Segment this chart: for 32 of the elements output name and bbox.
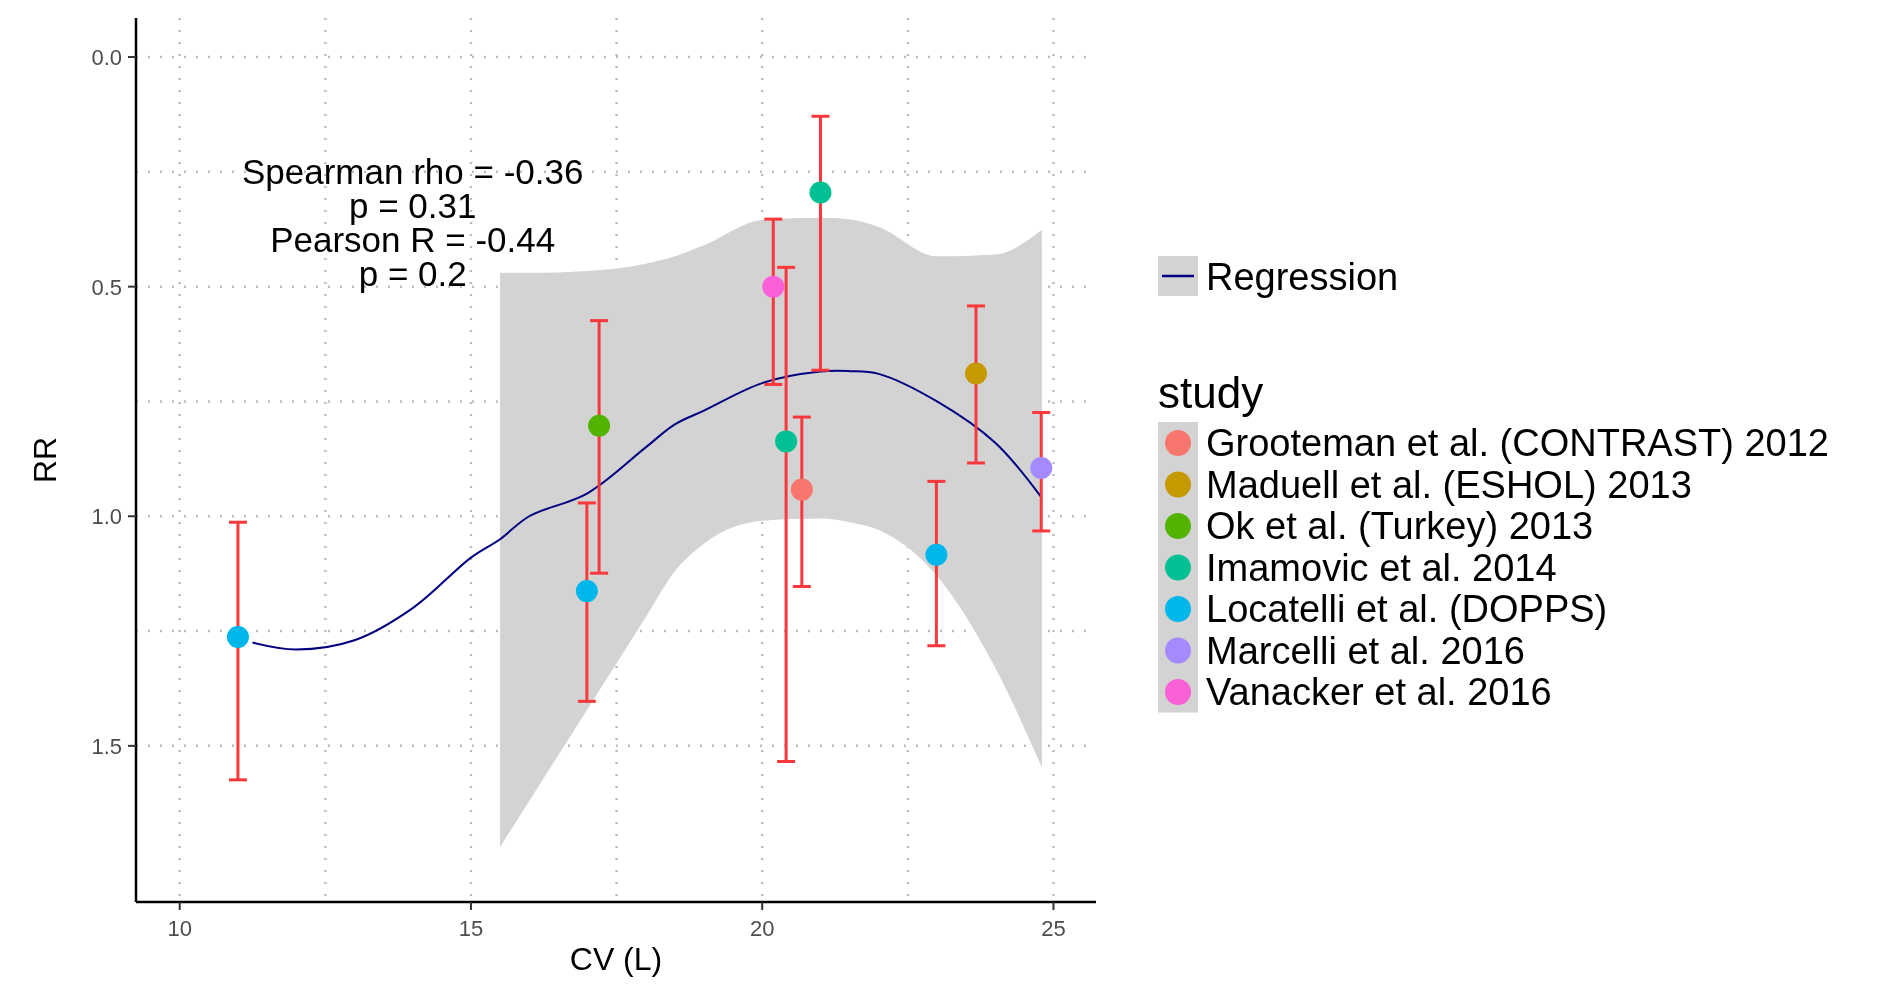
y-tick-label: 1.5 [91,733,122,759]
legend-label: Ok et al. (Turkey) 2013 [1206,505,1594,547]
point [575,580,598,603]
legend-label: Regression [1206,256,1399,298]
legend-label: Vanacker et al. 2016 [1206,671,1552,713]
point [1030,457,1053,480]
annotation: p = 0.2 [358,254,467,293]
point [226,626,249,649]
y-tick-label: 0.5 [91,274,122,300]
legend-label: Grooteman et al. (CONTRAST) 2012 [1206,422,1829,464]
x-tick-label: 25 [1041,916,1066,941]
y-axis-title: RR [27,436,63,484]
annotation: Spearman rho = -0.36 [241,152,584,191]
legend-label: Maduell et al. (ESHOL) 2013 [1206,463,1692,506]
legend-title: study [1158,368,1264,417]
point [925,543,948,566]
x-tick-label: 10 [167,916,192,941]
legend-label: Imamovic et al. 2014 [1206,546,1557,589]
x-axis-title: CV (L) [569,941,663,977]
point [588,414,611,437]
point [775,430,798,453]
point [965,362,987,385]
x-tick-label: 15 [458,916,484,941]
point [809,181,832,204]
x-tick-label: 20 [749,916,775,941]
y-tick-label: 1.0 [91,504,122,530]
legend-label: Locatelli et al. (DOPPS) [1206,588,1608,630]
point [762,275,785,298]
legend-label: Marcelli et al. 2016 [1206,629,1525,672]
point [790,478,813,501]
y-tick-label: 0.0 [91,45,122,71]
line-series [251,369,1043,651]
